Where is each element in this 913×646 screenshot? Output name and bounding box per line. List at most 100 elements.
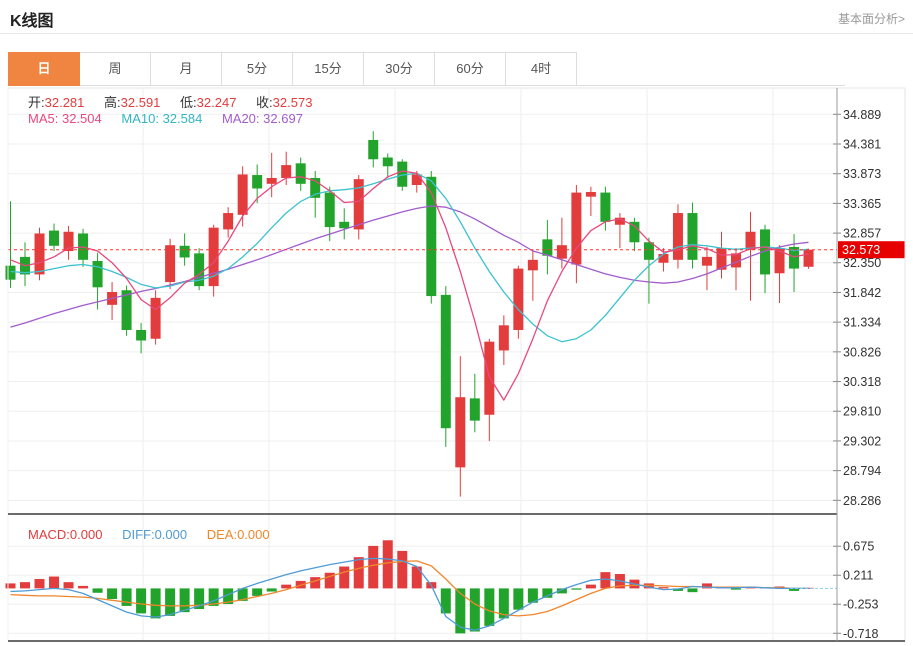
diff-label: DIFF: xyxy=(122,527,155,542)
dea-value: 0.000 xyxy=(237,527,270,542)
macd-bar xyxy=(92,588,103,593)
candle-body xyxy=(208,227,219,287)
macd-bar xyxy=(803,587,814,589)
price-axis-label: 34.889 xyxy=(843,108,881,122)
close-label: 收: xyxy=(256,95,273,110)
macd-bar xyxy=(179,588,190,613)
candle-body xyxy=(803,249,814,267)
candle-body xyxy=(614,217,625,225)
candle-body xyxy=(426,176,437,297)
macd-axis-label: -0.718 xyxy=(843,627,878,641)
candle-body xyxy=(629,221,640,243)
price-axis-label: 30.318 xyxy=(843,375,881,389)
price-axis-label: 29.302 xyxy=(843,434,881,448)
ohlc-readout: 开:32.281 高:32.591 低:32.247 收:32.573 xyxy=(28,92,328,111)
ma20-label: MA20: xyxy=(221,111,260,126)
candle-body xyxy=(179,245,190,258)
candle-body xyxy=(92,260,103,288)
candle-body xyxy=(353,179,364,230)
tabbar-bottom-border xyxy=(576,85,845,86)
macd-bar xyxy=(194,588,205,610)
header-divider xyxy=(0,33,913,34)
ma20-value: 32.697 xyxy=(263,111,303,126)
candle-body xyxy=(295,163,306,184)
macd-bar xyxy=(34,579,45,589)
macd-value: 0.000 xyxy=(69,527,103,542)
candle-body xyxy=(165,245,176,283)
candle-body xyxy=(484,341,495,415)
candle-body xyxy=(556,245,567,259)
price-axis-label: 32.350 xyxy=(843,256,881,270)
macd-bar xyxy=(121,588,132,606)
macd-bar xyxy=(382,540,393,589)
macd-bar xyxy=(658,587,669,589)
candle-body xyxy=(223,213,234,230)
candle-body xyxy=(789,246,800,269)
macd-bar xyxy=(78,585,89,589)
ma5-line xyxy=(10,170,809,401)
ma10-label: MA10: xyxy=(121,111,159,126)
candle-body xyxy=(266,177,277,184)
tab-period-月[interactable]: 月 xyxy=(151,52,222,86)
price-axis-label: 33.365 xyxy=(843,197,881,211)
tab-period-60分[interactable]: 60分 xyxy=(435,52,506,86)
macd-bar xyxy=(339,566,350,589)
open-label: 开: xyxy=(28,95,45,110)
macd-bar xyxy=(600,572,611,589)
macd-bar xyxy=(49,576,60,589)
tab-period-4时[interactable]: 4时 xyxy=(506,52,577,86)
macd-bar xyxy=(20,582,31,589)
header: K线图 基本面分析> xyxy=(0,0,913,33)
tab-period-5分[interactable]: 5分 xyxy=(222,52,293,86)
candle-body xyxy=(643,242,654,260)
candle-body xyxy=(513,268,524,330)
macd-bar xyxy=(107,588,118,600)
tab-period-周[interactable]: 周 xyxy=(80,52,151,86)
macd-bar xyxy=(252,588,263,596)
candle-body xyxy=(324,192,335,228)
macd-bar xyxy=(484,588,495,626)
macd-bar xyxy=(208,588,219,606)
macd-readout: MACD:0.000 DIFF:0.000 DEA:0.000 xyxy=(28,527,286,542)
tab-period-30分[interactable]: 30分 xyxy=(364,52,435,86)
candle-body xyxy=(5,265,16,280)
macd-bar xyxy=(223,588,234,605)
candle-body xyxy=(745,231,756,250)
macd-bar xyxy=(237,588,248,601)
high-value: 32.591 xyxy=(120,95,161,110)
candle-body xyxy=(397,161,408,187)
price-axis-label: 34.381 xyxy=(843,138,881,152)
candle-body xyxy=(281,165,292,178)
macd-bar xyxy=(150,588,161,619)
macd-bar xyxy=(556,588,567,594)
current-price-badge xyxy=(838,241,905,259)
macd-bar xyxy=(310,577,321,589)
ma-readout: MA5: 32.504 MA10: 32.584 MA20: 32.697 xyxy=(28,111,319,126)
candle-body xyxy=(310,177,321,198)
tab-period-15分[interactable]: 15分 xyxy=(293,52,364,86)
macd-bar xyxy=(469,588,480,632)
high-label: 高: xyxy=(104,95,121,110)
candle-body xyxy=(237,174,248,215)
candle-body xyxy=(121,290,132,330)
ma20-line xyxy=(10,205,809,328)
candle-body xyxy=(701,256,712,266)
candle-body xyxy=(411,174,422,185)
candle-body xyxy=(252,175,263,189)
fundamental-analysis-link[interactable]: 基本面分析> xyxy=(837,12,905,26)
candle-body xyxy=(469,398,480,421)
price-axis-label: 31.842 xyxy=(843,286,881,300)
macd-bar xyxy=(789,588,800,591)
tab-period-日[interactable]: 日 xyxy=(8,52,80,86)
candle-body xyxy=(542,239,553,256)
macd-bar xyxy=(687,588,698,593)
dea-label: DEA: xyxy=(206,527,238,542)
macd-bar xyxy=(136,588,147,614)
candle-body xyxy=(672,213,683,260)
candle-body xyxy=(368,139,379,160)
price-axis-label: 31.334 xyxy=(843,316,881,330)
low-value: 32.247 xyxy=(196,95,237,110)
macd-bar xyxy=(542,588,553,598)
